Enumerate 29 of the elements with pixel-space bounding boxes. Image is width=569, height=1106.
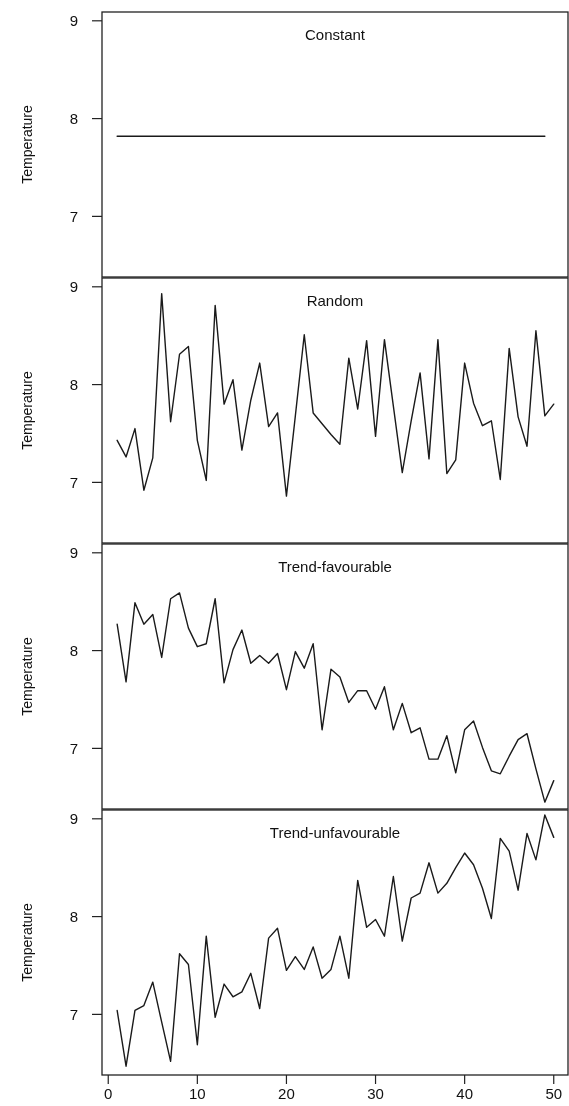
y-axis-title: Temperature [19, 902, 35, 982]
y-tick-label: 7 [69, 1005, 79, 1023]
y-tick-label: 7 [69, 739, 79, 757]
y-tick-label: 9 [69, 278, 79, 296]
y-tick-label: 8 [69, 109, 79, 127]
y-tick-label: 7 [69, 473, 79, 491]
y-tick-label: 7 [69, 207, 79, 225]
y-tick-label: 8 [69, 375, 79, 393]
y-tick-label: 9 [69, 810, 79, 828]
x-tick-label: 30 [367, 1085, 384, 1102]
y-tick-label: 8 [69, 907, 79, 925]
line-series [116, 292, 555, 497]
line-series [116, 814, 555, 1067]
text: Trend-favourable [278, 558, 392, 575]
y-axis-title: Temperature [19, 636, 35, 716]
text: Random [306, 292, 364, 309]
x-tick-label: 0 [104, 1085, 113, 1102]
text: Constant [304, 26, 366, 43]
x-tick-label: 20 [278, 1085, 295, 1102]
y-tick-label: 9 [69, 12, 79, 30]
y-tick-label: 8 [69, 641, 79, 659]
y-axis-title: Temperature [19, 370, 35, 450]
y-tick-label: 9 [69, 544, 79, 562]
x-tick-label: 40 [456, 1085, 473, 1102]
line-series [116, 592, 555, 803]
y-axis-title: Temperature [19, 104, 35, 184]
x-tick-label: 50 [545, 1085, 563, 1102]
text: Trend-unfavourable [269, 824, 401, 841]
x-tick-label: 10 [188, 1085, 206, 1102]
